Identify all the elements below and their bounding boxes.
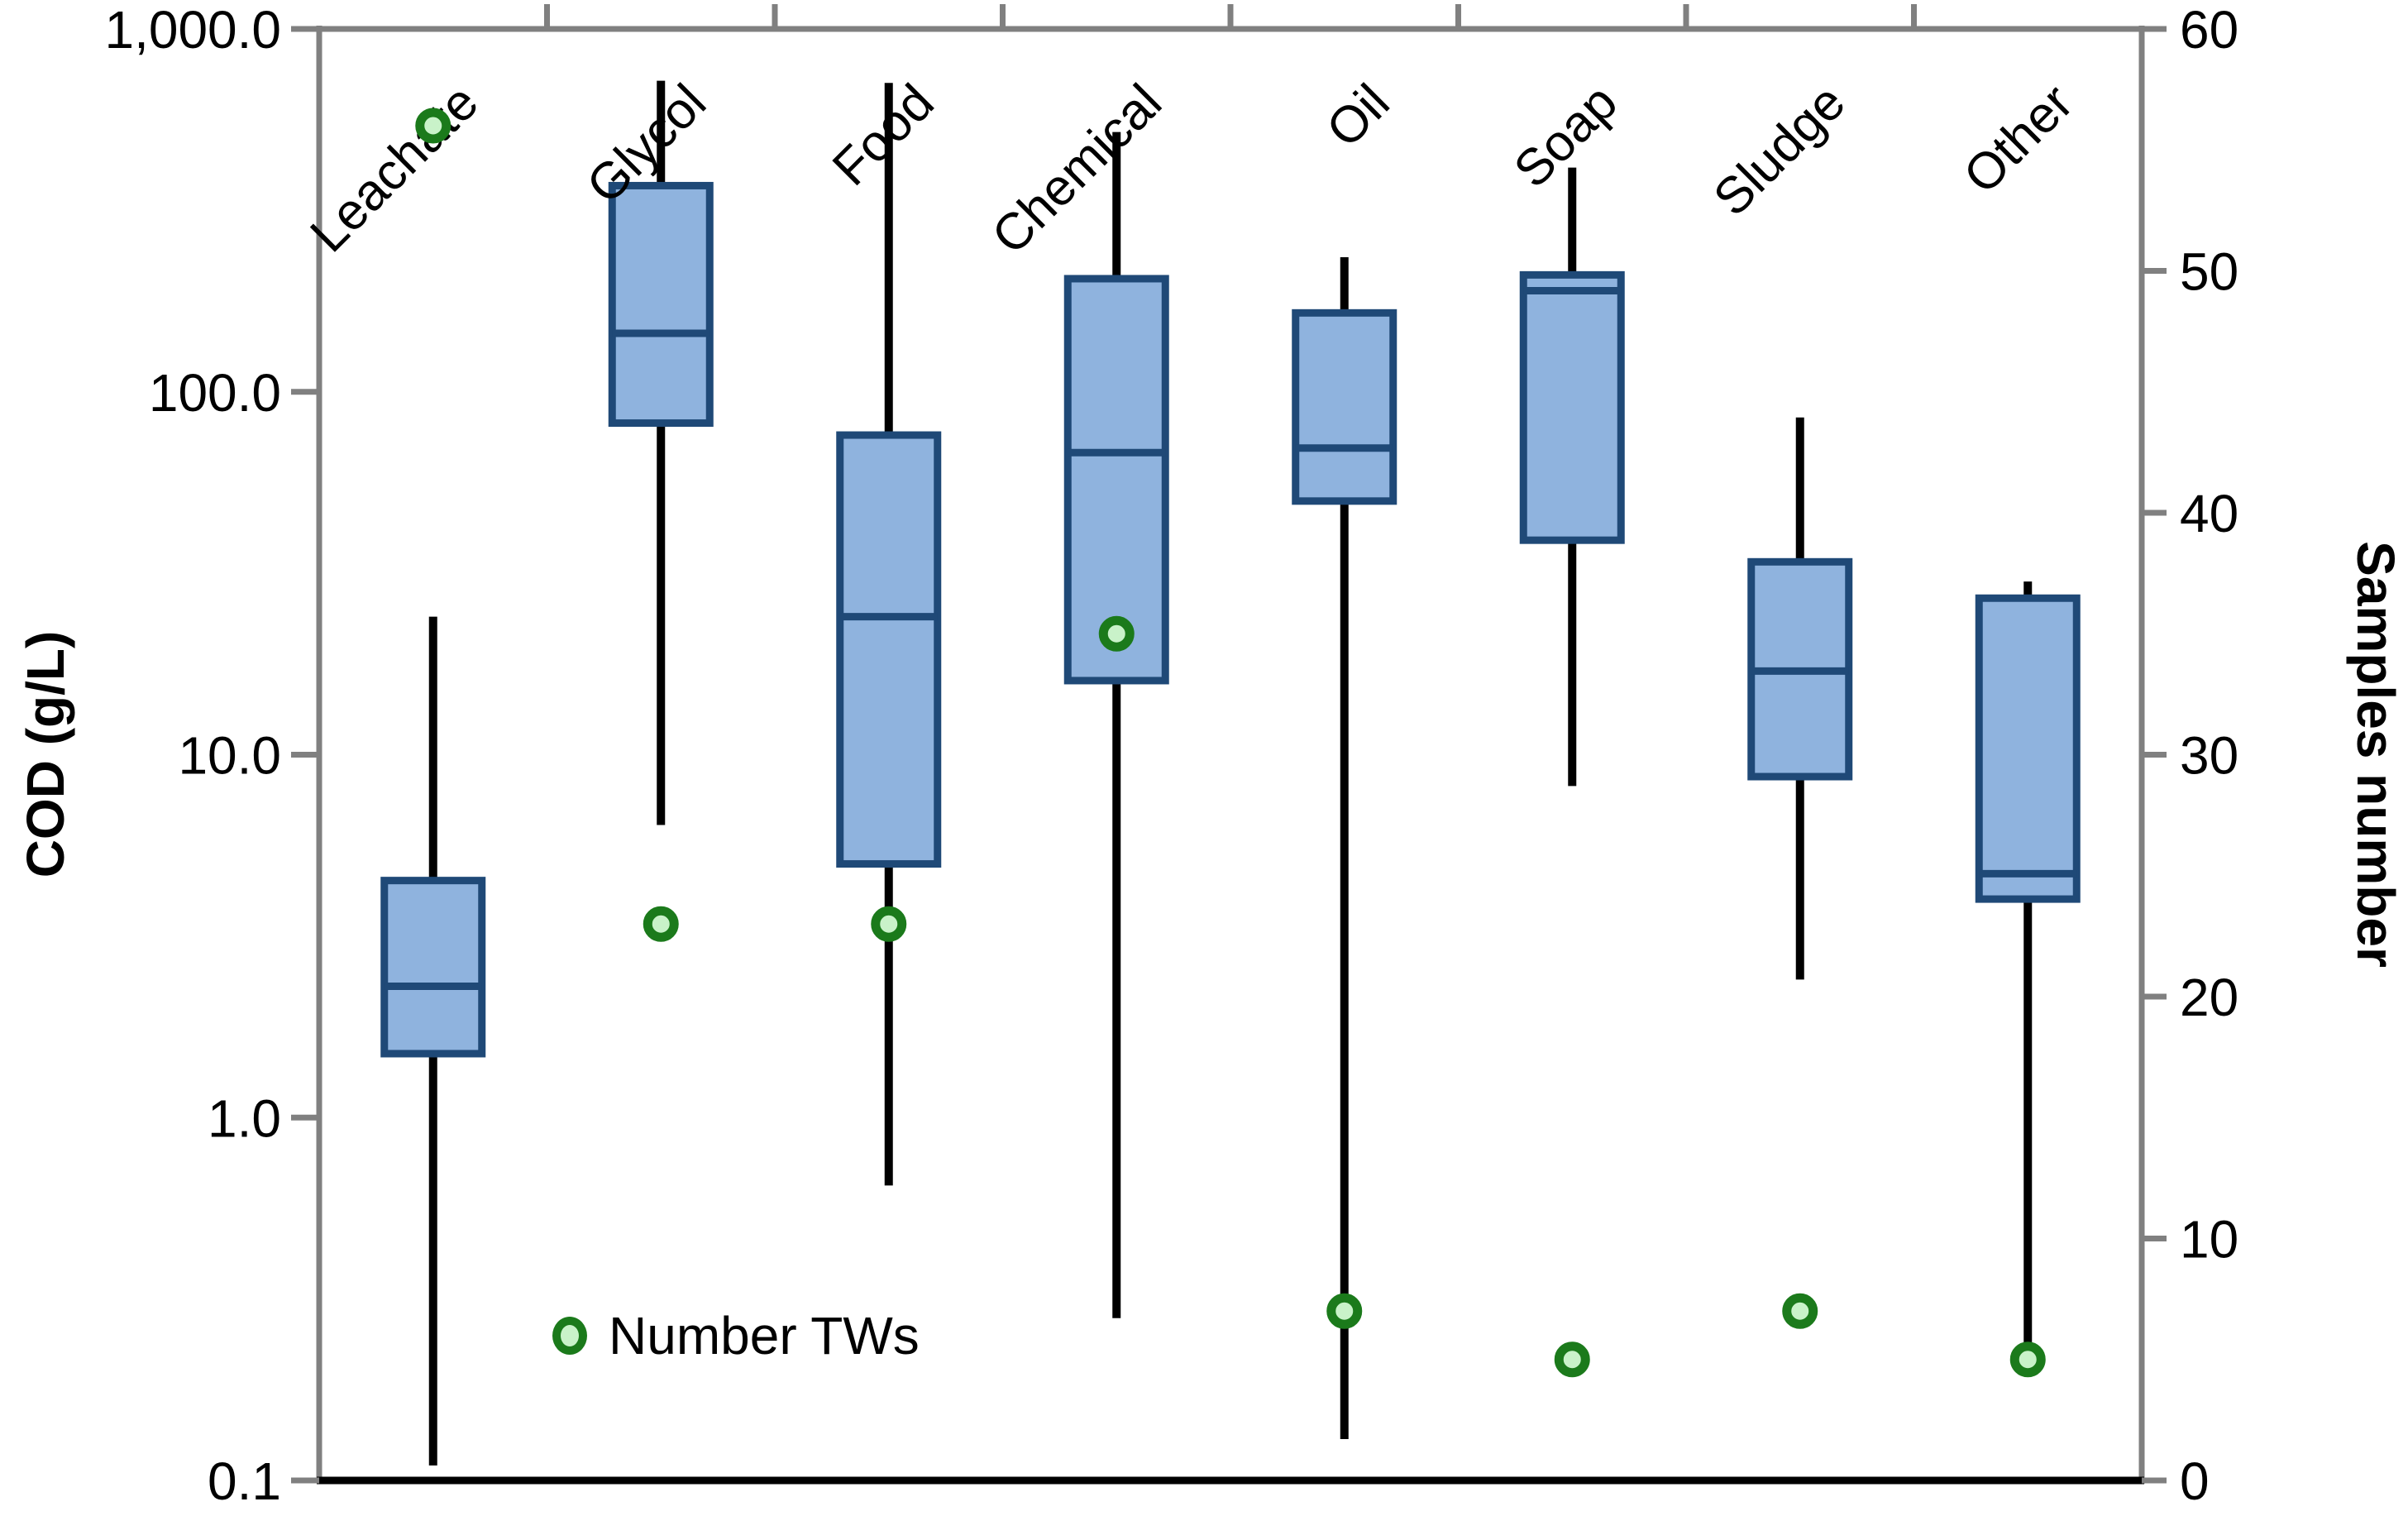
right-tick-label: 30 [2180, 726, 2238, 786]
category-label-sludge: Sludge [1703, 74, 1856, 227]
box-leachate [380, 877, 486, 1058]
box-chemical [1063, 275, 1169, 685]
box-soap [1519, 270, 1625, 544]
category-label-chemical: Chemical [982, 74, 1173, 265]
legend-label: Number TWs [609, 1306, 920, 1365]
right-axis-title: Samples number [2346, 541, 2406, 968]
box-other [1975, 594, 2081, 903]
tws-marker-other [2009, 1341, 2046, 1378]
box-food [836, 431, 942, 868]
right-tick-label: 20 [2180, 968, 2238, 1027]
category-label-food: Food [822, 74, 945, 197]
right-tick-label: 40 [2180, 484, 2238, 543]
left-axis-title: COD (g/L) [16, 630, 75, 878]
category-label-leachate: Leachate [299, 74, 489, 263]
tws-marker-sludge [1782, 1293, 1818, 1329]
legend: Number TWs [552, 1305, 920, 1366]
right-tick-label: 60 [2180, 0, 2238, 60]
tws-marker-oil [1326, 1293, 1363, 1329]
legend-circle-icon [552, 1317, 587, 1355]
tws-marker-leachate [415, 108, 452, 144]
tws-marker-food [871, 906, 907, 942]
category-label-other: Other [1953, 74, 2084, 204]
left-tick-label: 1,000.0 [104, 0, 281, 60]
box-oil [1292, 308, 1398, 505]
right-tick-label: 10 [2180, 1210, 2238, 1270]
left-tick-label: 0.1 [208, 1451, 281, 1511]
tws-marker-soap [1554, 1341, 1590, 1378]
left-tick-label: 1.0 [208, 1088, 281, 1148]
category-label-oil: Oil [1316, 74, 1400, 158]
tws-marker-chemical [1098, 615, 1135, 652]
category-label-soap: Soap [1503, 74, 1628, 198]
right-tick-label: 50 [2180, 242, 2238, 302]
left-tick-label: 100.0 [149, 363, 281, 423]
left-tick-label: 10.0 [178, 726, 281, 786]
box-glycol [608, 181, 714, 428]
right-tick-label: 0 [2180, 1451, 2210, 1511]
tws-marker-glycol [643, 906, 679, 942]
